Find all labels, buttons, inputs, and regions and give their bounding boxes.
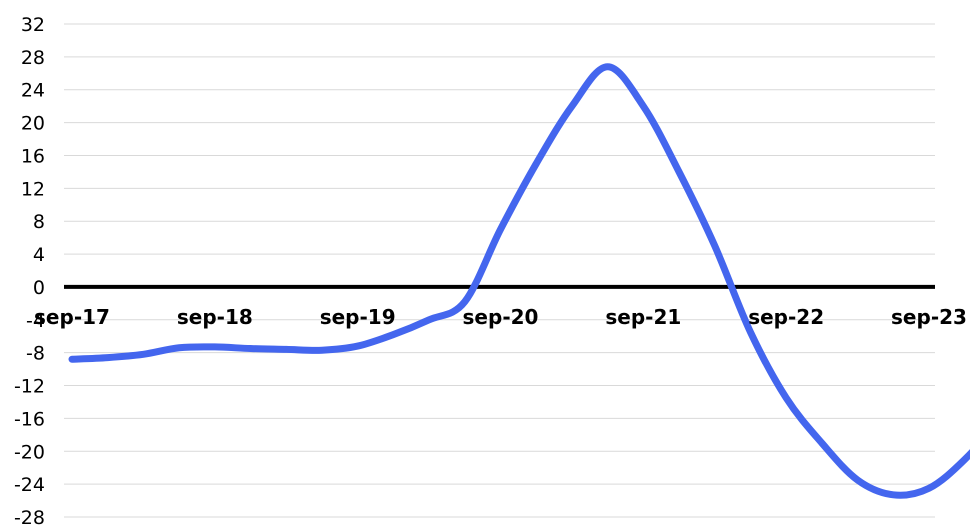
data-point: [606, 65, 610, 69]
y-tick-label: -24: [14, 474, 45, 496]
x-tick-label: sep-20: [463, 305, 539, 329]
data-point: [641, 104, 645, 108]
gridlines: [64, 23, 935, 518]
y-tick-label: -4: [26, 310, 45, 332]
x-tick-label: sep-21: [605, 305, 681, 329]
y-tick-label: 0: [33, 277, 45, 299]
data-point: [284, 347, 288, 351]
data-points: [70, 65, 970, 497]
data-point: [177, 346, 181, 350]
data-point: [534, 162, 538, 166]
y-tick-label: 8: [33, 211, 45, 233]
y-tick-label: -20: [14, 441, 45, 463]
data-point: [784, 396, 788, 400]
y-tick-label: 32: [21, 14, 45, 36]
y-tick-label: 4: [33, 244, 45, 266]
data-point: [213, 345, 217, 349]
data-point: [570, 104, 574, 108]
data-point: [856, 478, 860, 482]
x-tick-label: sep-23: [891, 305, 967, 329]
y-tick-label: -28: [14, 507, 45, 526]
data-point: [463, 300, 467, 304]
data-point: [891, 493, 895, 497]
data-point: [70, 357, 74, 361]
data-point: [713, 244, 717, 248]
data-point: [677, 170, 681, 174]
data-point: [249, 347, 253, 351]
x-axis-tick-labels: sep-17 sep-18 sep-19 sep-20 sep-21 sep-22 sep-…: [34, 305, 967, 329]
x-tick-label: sep-18: [177, 305, 253, 329]
data-point: [141, 352, 145, 356]
y-tick-label: 24: [21, 80, 45, 102]
data-point: [820, 441, 824, 445]
data-point: [320, 348, 324, 352]
y-axis-tick-labels: 32 28 24 20 16 12 8 4 0 -4 -8 -12 -16 -20 -24 -28: [14, 14, 45, 526]
y-tick-label: -8: [26, 343, 45, 365]
data-point: [499, 227, 503, 231]
x-tick-label: sep-22: [748, 305, 824, 329]
data-point: [391, 333, 395, 337]
data-point: [106, 356, 110, 360]
x-tick-label: sep-19: [320, 305, 396, 329]
series-line: [68, 63, 970, 499]
y-tick-label: 20: [21, 113, 45, 135]
data-point: [356, 344, 360, 348]
data-point: [427, 318, 431, 322]
y-tick-label: 12: [21, 178, 45, 200]
data-point: [963, 457, 967, 461]
y-tick-label: 16: [21, 145, 45, 167]
y-tick-label: 28: [21, 47, 45, 69]
y-tick-label: -12: [14, 376, 45, 398]
x-tick-label: sep-17: [34, 305, 110, 329]
data-point: [748, 330, 752, 334]
y-tick-label: -16: [14, 408, 45, 430]
data-point: [927, 486, 931, 490]
